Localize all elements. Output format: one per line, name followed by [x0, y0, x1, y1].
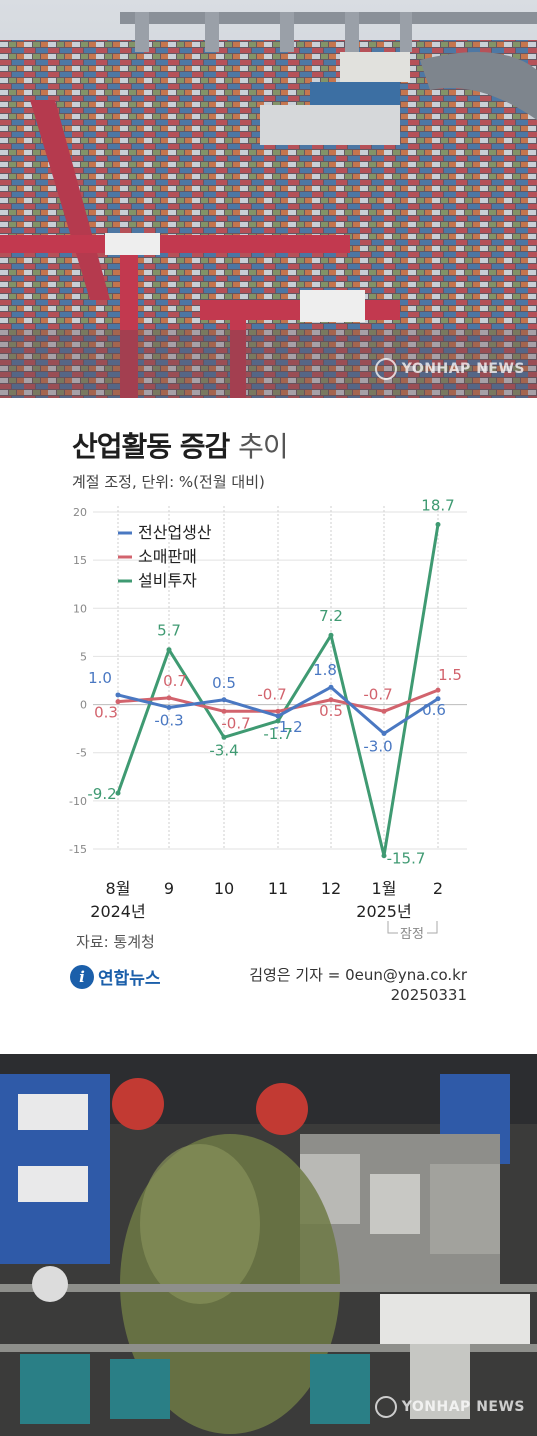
source-note: 자료: 통계청 — [76, 933, 155, 951]
data-point — [381, 853, 387, 859]
year-label: 2025년 — [356, 902, 411, 921]
data-point — [381, 730, 387, 736]
legend-label: 소매판매 — [138, 547, 197, 566]
data-point — [275, 708, 281, 714]
date-code: 20250331 — [390, 986, 467, 1004]
y-tick-label: -10 — [69, 795, 87, 808]
chart-title: 산업활동 증감 추이 — [72, 425, 289, 465]
data-label: 0.6 — [422, 701, 446, 719]
y-tick-label: 15 — [73, 554, 87, 567]
y-tick-label: 20 — [73, 506, 87, 519]
agency-name: 연합뉴스 — [98, 969, 161, 989]
data-point — [166, 647, 172, 653]
data-point — [381, 708, 387, 714]
line-chart: 20 15 10 5 0 -5 -10 -15 8월 9 10 11 12 1월 2 2024년 2025년잠정… — [69, 497, 467, 942]
agency-logo: i 연합뉴스 — [70, 964, 161, 989]
legend-label: 설비투자 — [138, 571, 197, 590]
data-point — [221, 697, 227, 703]
data-label: 18.7 — [421, 497, 454, 515]
data-point — [115, 699, 121, 705]
data-label: -1.7 — [263, 725, 292, 743]
data-label: -1.2 — [273, 718, 302, 736]
yonhap-watermark: YONHAP NEWS — [374, 358, 525, 380]
agency-logo-icon: i — [70, 964, 94, 989]
chart-subtitle: 계절 조정, 단위: %(전월 대비) — [72, 473, 265, 491]
x-tick-label: 9 — [164, 879, 174, 898]
watermark-text: YONHAP NEWS — [401, 1399, 525, 1415]
yonhap-watermark-bottom: YONHAP NEWS — [374, 1396, 525, 1418]
x-tick-label: 12 — [321, 879, 341, 898]
market-photo: YONHAP NEWS — [0, 1054, 537, 1436]
data-label: 0.3 — [94, 704, 118, 722]
yonhap-logo-icon — [374, 1396, 397, 1418]
data-label: 1.8 — [313, 661, 337, 679]
chart-panel: 산업활동 증감 추이 계절 조정, 단위: %(전월 대비) 20 15 10 5 0 -… — [0, 398, 537, 1054]
data-point — [435, 696, 441, 702]
title-light: 추이 — [238, 430, 289, 463]
data-point — [435, 687, 441, 693]
legend-label: 전산업생산 — [138, 523, 212, 542]
data-label: 5.7 — [157, 622, 181, 640]
data-point — [275, 718, 281, 724]
y-tick-label: 0 — [80, 699, 87, 712]
data-label: -0.7 — [363, 685, 392, 703]
data-label: -3.4 — [209, 741, 238, 759]
y-tick-label: -5 — [76, 747, 87, 760]
data-point — [221, 734, 227, 740]
data-label: -15.7 — [387, 850, 426, 868]
title-bold: 산업활동 증감 — [72, 430, 230, 463]
x-tick-label: 10 — [214, 879, 234, 898]
data-point — [115, 790, 121, 796]
y-tick-label: 5 — [80, 650, 87, 663]
data-label: -0.7 — [221, 714, 250, 732]
reporter-credit: 김영은 기자 = 0eun@yna.co.kr — [249, 966, 467, 984]
data-label: 1.5 — [438, 666, 462, 684]
data-label: 0.5 — [212, 674, 236, 692]
data-label: -3.0 — [363, 737, 392, 755]
x-tick-label: 11 — [268, 879, 288, 898]
data-point — [166, 695, 172, 701]
x-tick-label: 2 — [433, 879, 443, 898]
data-point — [166, 704, 172, 710]
data-point — [221, 708, 227, 714]
year-label: 2024년 — [90, 902, 145, 921]
data-point — [328, 632, 334, 638]
x-tick-label: 8월 — [106, 879, 131, 898]
x-tick-label: 1월 — [372, 879, 397, 898]
data-label: 1.0 — [88, 669, 112, 687]
port-photo: YONHAP NEWS — [0, 0, 537, 398]
preliminary-bracket — [387, 921, 438, 934]
y-tick-label: -15 — [69, 843, 87, 856]
data-point — [328, 697, 334, 703]
data-label: -9.2 — [87, 785, 116, 803]
watermark-text: YONHAP NEWS — [401, 361, 525, 377]
data-label: 0.7 — [163, 672, 187, 690]
data-point — [328, 684, 334, 690]
credit: 김영은 기자 = 0eun@yna.co.kr 20250331 — [249, 965, 467, 1005]
data-point — [275, 713, 281, 719]
data-point — [115, 692, 121, 698]
data-point — [435, 522, 441, 528]
data-label: -0.7 — [257, 685, 286, 703]
data-label: -0.3 — [154, 711, 183, 729]
data-label: 0.5 — [319, 702, 343, 720]
data-label: 7.2 — [319, 607, 343, 625]
y-tick-label: 10 — [73, 602, 87, 615]
yonhap-logo-icon — [374, 358, 397, 380]
preliminary-label: 잠정 — [400, 927, 424, 942]
